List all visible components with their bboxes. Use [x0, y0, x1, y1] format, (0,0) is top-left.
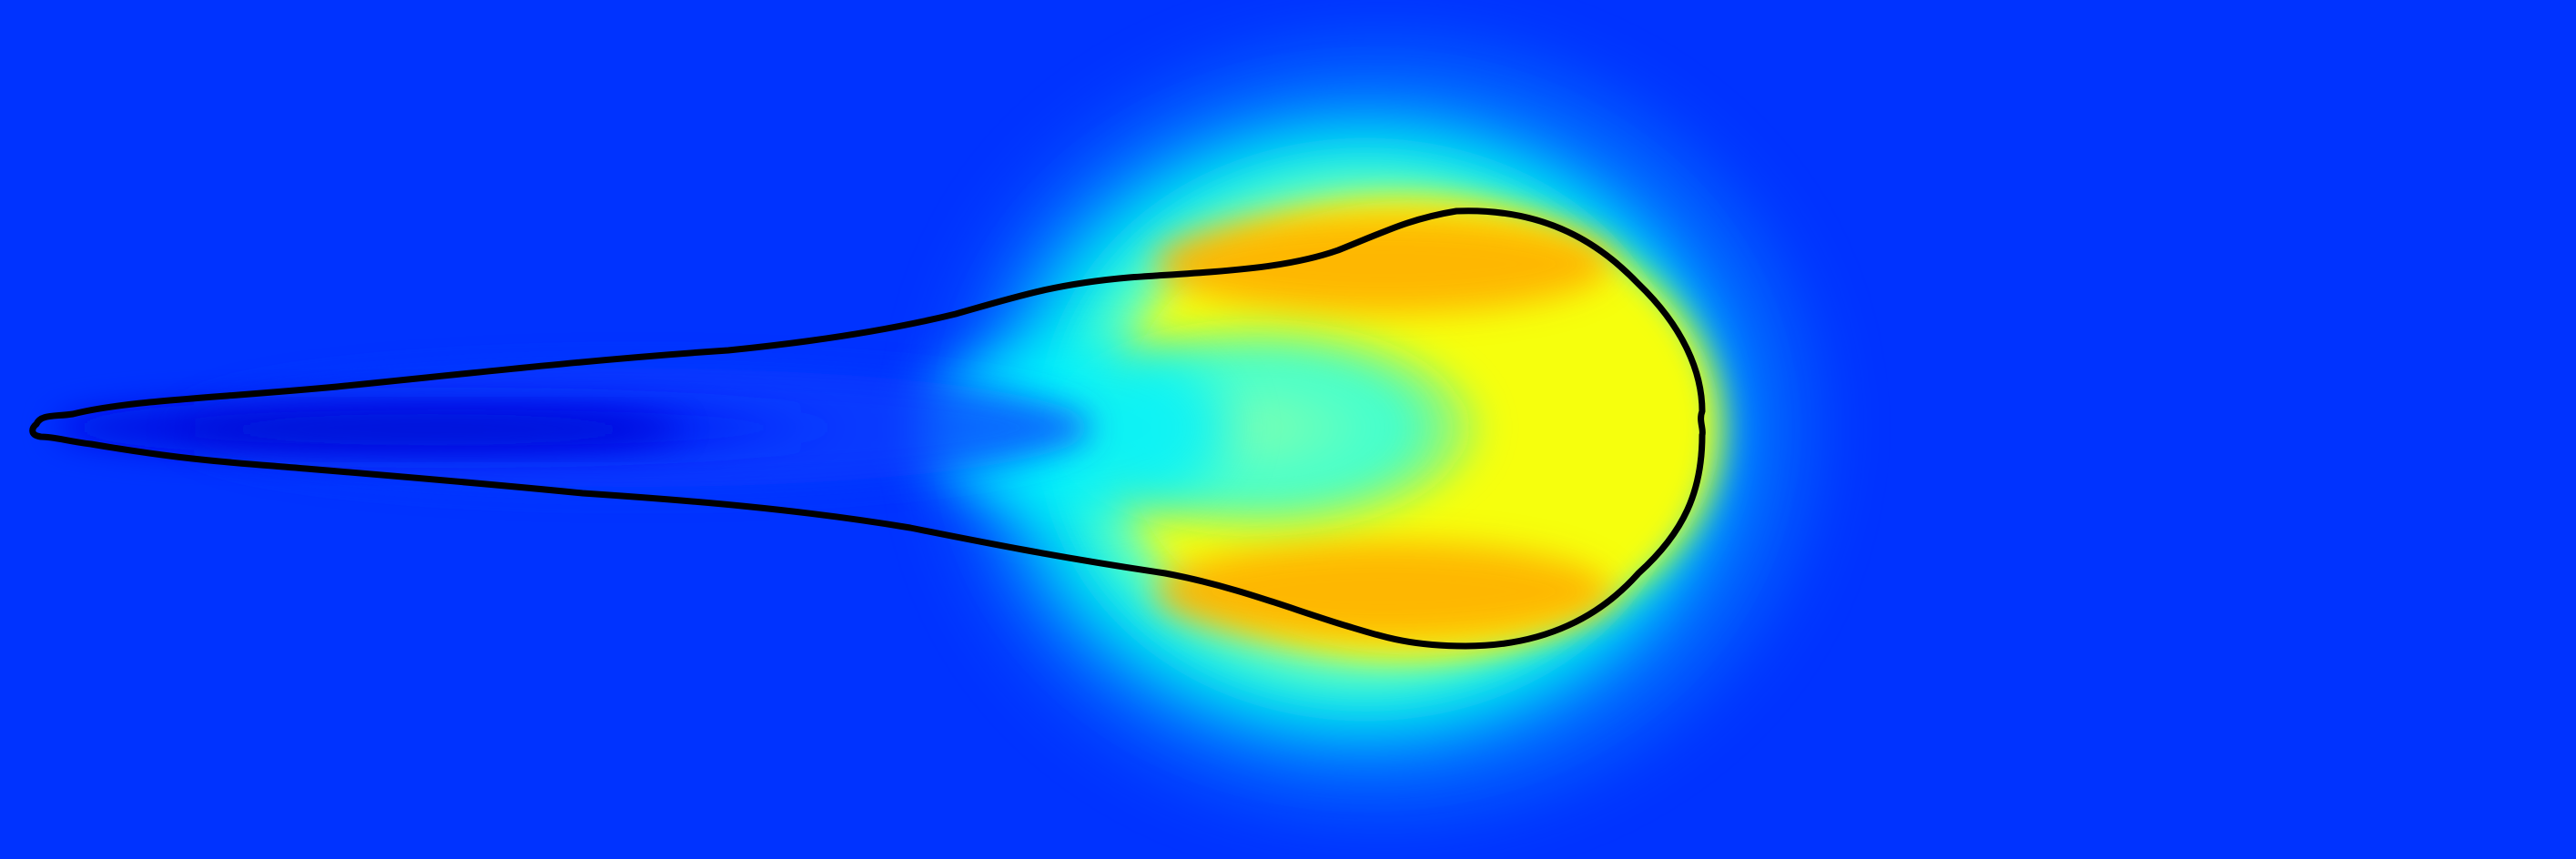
orange-lobe-top	[1156, 214, 1611, 314]
interface-contour	[29, 207, 1706, 650]
tail-core	[173, 413, 683, 446]
orange-lobe-bottom	[1156, 541, 1611, 642]
